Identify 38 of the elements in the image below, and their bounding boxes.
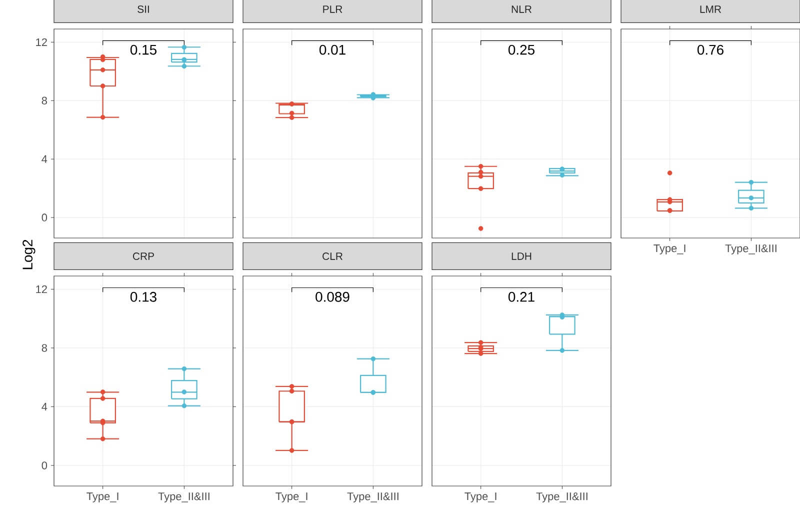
point xyxy=(478,164,484,169)
point xyxy=(478,186,484,191)
chart-title: CLR xyxy=(322,252,342,260)
point xyxy=(478,174,484,179)
x-tick-label: Type_II&III xyxy=(536,492,588,502)
annotation: 0.13 xyxy=(130,292,156,302)
annotation: 0.21 xyxy=(508,292,534,302)
x-tick-label: Type_I xyxy=(276,492,308,502)
x-tick-label: Type_II&III xyxy=(725,244,776,254)
y-tick-label: 4 xyxy=(42,402,48,410)
chart-title: NLR xyxy=(512,6,532,13)
chart-title: PLR xyxy=(323,6,342,13)
chart-title: CRP xyxy=(132,252,154,260)
annotation: 0.15 xyxy=(130,44,156,55)
x-tick-label: Type_II&III xyxy=(347,492,398,502)
y-tick-label: 8 xyxy=(42,96,47,104)
annotation: 0.25 xyxy=(508,44,534,55)
y-tick-label: 0 xyxy=(42,214,48,222)
chart-title: SII xyxy=(138,6,149,13)
chart-title: LMR xyxy=(700,6,722,13)
point xyxy=(100,84,106,88)
x-tick-label: Type_I xyxy=(654,244,686,254)
y-axis-title: Log2 xyxy=(22,240,36,270)
y-tick-label: 12 xyxy=(36,285,47,294)
annotation: 0.01 xyxy=(319,44,346,55)
y-tick-label: 8 xyxy=(42,344,47,352)
annotation: 0.76 xyxy=(697,44,724,55)
y-tick-label: 12 xyxy=(36,38,47,46)
point xyxy=(478,170,484,175)
chart-title: LDH xyxy=(512,252,532,260)
y-tick-label: 4 xyxy=(42,155,48,163)
y-tick-label: 0 xyxy=(42,462,48,470)
x-tick-label: Type_I xyxy=(86,492,118,502)
x-tick-label: Type_I xyxy=(464,492,496,502)
x-tick-label: Type_II&III xyxy=(158,492,210,502)
point xyxy=(100,114,106,120)
annotation: 0.089 xyxy=(316,292,350,302)
point xyxy=(100,68,106,72)
